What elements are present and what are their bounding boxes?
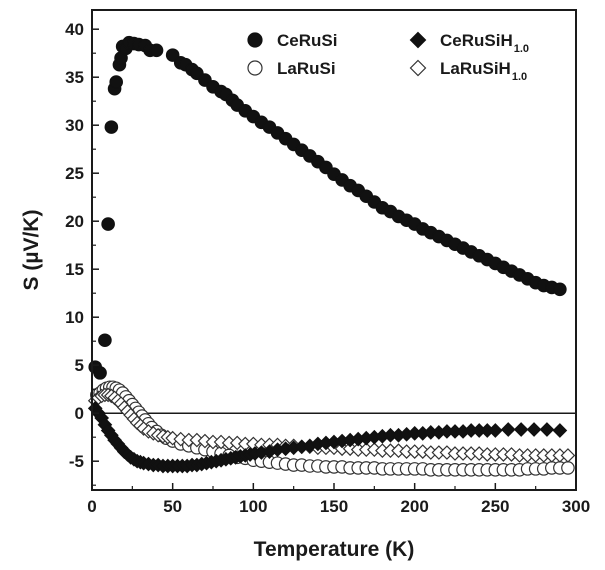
data-point (93, 366, 107, 380)
legend-subscript: 1.0 (512, 71, 527, 83)
series-larusih-h (87, 387, 576, 463)
legend-label: LaRuSiH (440, 59, 511, 78)
ticks-layer: 0 50 100 150 200 250 300 -5 0 5 10 15 20 25 30 35 40 (65, 20, 590, 516)
legend-marker (409, 59, 427, 77)
data-point (487, 423, 503, 438)
y-tick-label: 30 (65, 116, 84, 135)
axes-layer (91, 9, 577, 491)
series-cerusih-h (87, 401, 568, 474)
data-point (561, 461, 575, 475)
data-point (560, 448, 576, 463)
data-point (109, 75, 123, 89)
legend-label: CeRuSi (277, 31, 337, 50)
data-point (526, 422, 542, 437)
x-tick-label: 150 (320, 497, 348, 516)
y-tick-label: 25 (65, 164, 84, 183)
x-tick-label: 100 (239, 497, 267, 516)
y-tick-label: 0 (75, 404, 84, 423)
data-point (104, 120, 119, 134)
legend-marker (409, 31, 427, 49)
data-point (101, 217, 115, 231)
y-axis-title: S (µV/K) (20, 210, 43, 291)
y-tick-label: 15 (65, 260, 84, 279)
x-tick-label: 300 (562, 497, 590, 516)
x-tick-label: 250 (481, 497, 509, 516)
y-tick-label: 10 (65, 308, 84, 327)
legend-subscript: 1.0 (514, 43, 529, 55)
legend-marker (247, 32, 263, 48)
y-tick-label: 5 (75, 356, 84, 375)
y-tick-label: 20 (65, 212, 84, 231)
y-tick-label: 35 (65, 68, 84, 87)
data-point (500, 422, 516, 437)
legend-label: LaRuSi (277, 59, 336, 78)
data-point (553, 282, 567, 297)
x-tick-label: 0 (87, 497, 96, 516)
legend-marker (247, 60, 263, 76)
data-point (149, 43, 164, 58)
legend-label: CeRuSiH (440, 31, 513, 50)
x-tick-label: 50 (163, 497, 182, 516)
series-cerusi (88, 35, 567, 380)
data-series-layer (87, 35, 576, 477)
data-point (513, 422, 529, 437)
x-tick-label: 200 (400, 497, 428, 516)
data-point (552, 423, 568, 438)
series-larusi (90, 380, 575, 477)
data-point (539, 422, 555, 437)
y-tick-label: -5 (69, 452, 84, 471)
x-axis-title: Temperature (K) (254, 538, 415, 561)
plot-frame (91, 9, 577, 491)
y-tick-label: 40 (65, 20, 84, 39)
data-point (98, 333, 112, 348)
